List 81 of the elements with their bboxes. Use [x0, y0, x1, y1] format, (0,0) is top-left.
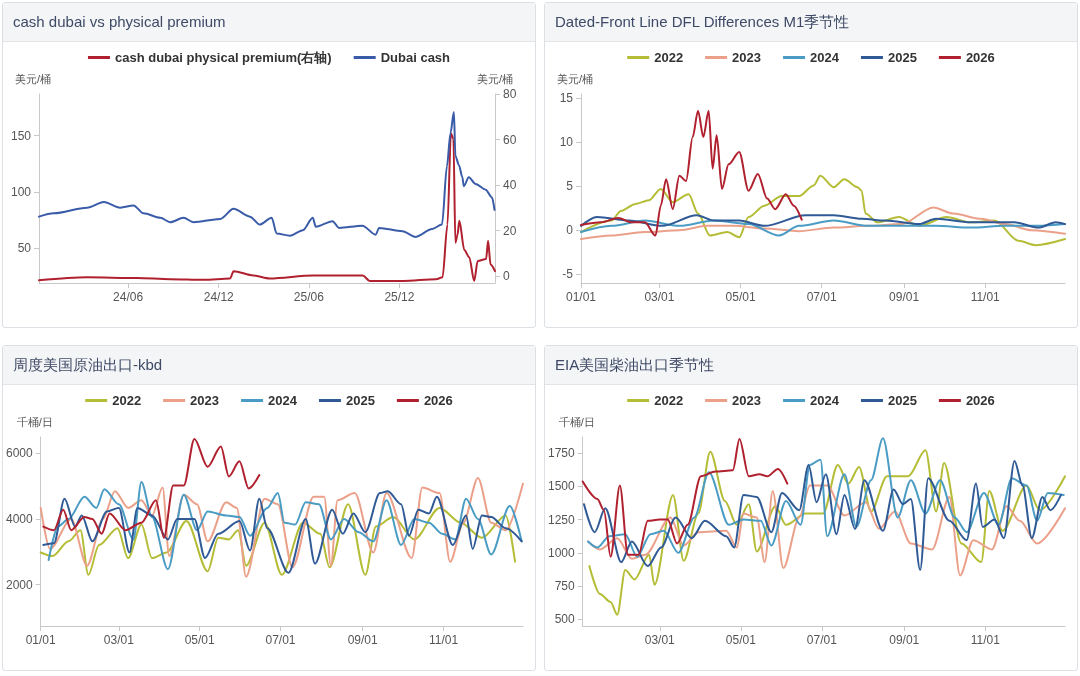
- x-tick-label: 09/01: [889, 290, 920, 304]
- x-tick-label: 11/01: [970, 633, 1001, 647]
- legend-label: 2025: [887, 50, 917, 65]
- x-tick-label: 01/01: [565, 290, 597, 304]
- y-axis-title: 千桶/日: [558, 415, 595, 428]
- y-tick-label: 1500: [547, 479, 576, 494]
- legend-label: 2025: [345, 393, 375, 408]
- y2-tick-label: 60: [503, 132, 517, 147]
- legend-label: 2026: [965, 393, 995, 408]
- legend-label: 2024: [810, 50, 840, 65]
- y-axis-title: 千桶/日: [16, 415, 53, 428]
- legend-label: 2024: [810, 393, 840, 408]
- chart-title: 周度美国原油出口-kbd: [3, 346, 535, 385]
- line-series: [580, 219, 1066, 237]
- line-series: [581, 438, 789, 558]
- x-tick-label: 09/01: [889, 633, 920, 647]
- x-tick-label: 01/01: [25, 633, 57, 647]
- line-series: [587, 437, 1065, 558]
- y-tick-label: 150: [10, 128, 32, 143]
- x-tick-label: 03/01: [644, 633, 676, 647]
- x-tick-label: 03/01: [103, 633, 135, 647]
- x-tick-label: 24/06: [113, 290, 144, 304]
- y2-tick-label: 0: [503, 269, 510, 284]
- x-tick-label: 09/01: [347, 633, 379, 647]
- y-tick-label: 750: [554, 579, 576, 594]
- legend-label: 2022: [654, 50, 684, 65]
- line-series: [42, 437, 261, 539]
- y-tick-label: 4000: [5, 512, 34, 527]
- legend-label: 2022: [112, 393, 142, 408]
- line-series: [588, 449, 1066, 616]
- y-tick-label: 6000: [5, 446, 34, 461]
- y2-axis-title: 美元/桶: [477, 72, 514, 85]
- line-series: [580, 214, 1066, 229]
- y-tick-label: 100: [10, 184, 32, 199]
- legend-label: 2022: [654, 393, 684, 408]
- x-tick-label: 24/12: [203, 290, 235, 304]
- y-axis-title: 美元/桶: [556, 72, 593, 85]
- legend-label: 2023: [732, 393, 762, 408]
- y-tick-label: -5: [562, 267, 574, 282]
- legend-label: cash dubai physical premium(右轴): [114, 50, 332, 65]
- line-series: [580, 174, 1066, 247]
- y2-tick-label: 40: [503, 178, 517, 193]
- legend-label: 2026: [423, 393, 453, 408]
- y-tick-label: 50: [17, 241, 32, 256]
- x-tick-label: 11/01: [428, 633, 459, 647]
- legend-label: 2025: [887, 393, 917, 408]
- chart-title: cash dubai vs physical premium: [3, 3, 535, 42]
- y-tick-label: 2000: [5, 577, 34, 592]
- line-series: [583, 459, 1063, 572]
- y-axis-title: 美元/桶: [14, 72, 51, 85]
- y-tick-label: 1750: [547, 445, 576, 460]
- chart-title: Dated-Front Line DFL Differences M1季节性: [545, 3, 1077, 42]
- y2-tick-label: 80: [503, 87, 517, 101]
- x-tick-label: 25/06: [293, 290, 325, 304]
- legend-label: 2023: [732, 50, 762, 65]
- legend-label: Dubai cash: [380, 50, 451, 65]
- x-tick-label: 03/01: [644, 290, 675, 304]
- y-tick-label: 1000: [547, 545, 576, 560]
- legend-label: 2024: [268, 393, 298, 408]
- line-series: [580, 206, 1066, 241]
- y-tick-label: 1250: [547, 512, 576, 527]
- x-tick-label: 05/01: [725, 633, 757, 647]
- x-tick-label: 05/01: [184, 633, 216, 647]
- legend-label: 2023: [190, 393, 220, 408]
- line-series: [39, 503, 517, 576]
- x-tick-label: 07/01: [265, 633, 296, 647]
- line-series: [580, 109, 803, 237]
- y-tick-label: 500: [554, 612, 576, 627]
- x-tick-label: 11/01: [970, 290, 1001, 304]
- y-tick-label: 15: [559, 91, 574, 106]
- x-tick-label: 05/01: [725, 290, 756, 304]
- legend-label: 2026: [965, 50, 995, 65]
- x-tick-label: 25/12: [384, 290, 415, 304]
- line-series: [38, 111, 496, 238]
- y2-tick-label: 20: [503, 223, 517, 238]
- x-tick-label: 07/01: [806, 290, 838, 304]
- x-tick-label: 07/01: [806, 633, 838, 647]
- y-tick-label: 5: [566, 179, 574, 194]
- y-tick-label: 10: [559, 135, 574, 150]
- chart-title: EIA美国柴油出口季节性: [545, 346, 1077, 385]
- y-tick-label: 0: [566, 223, 574, 238]
